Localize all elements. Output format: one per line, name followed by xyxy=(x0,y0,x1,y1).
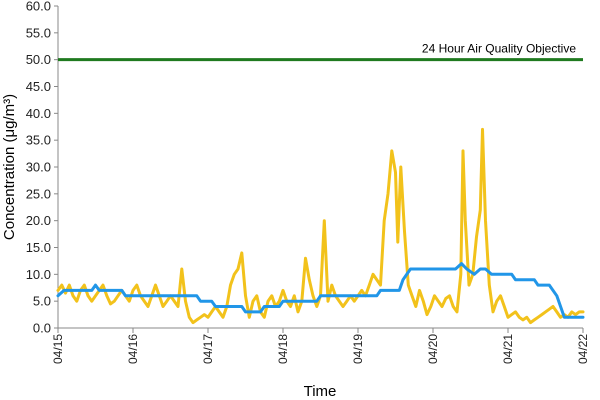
y-tick-label: 45.0 xyxy=(26,79,51,94)
series-line-1 xyxy=(56,127,585,325)
x-tick-label: 04/19 xyxy=(351,334,365,364)
reference-line-label: 24 Hour Air Quality Objective xyxy=(422,42,576,56)
x-tick-label: 04/17 xyxy=(201,334,215,364)
x-tick-label: 04/21 xyxy=(501,334,515,364)
series-line-2 xyxy=(56,262,585,319)
y-tick-label: 55.0 xyxy=(26,25,51,40)
y-tick-label: 35.0 xyxy=(26,133,51,148)
y-axis-ticks: 0.0 5.0 10.0 15.0 20.0 25.0 30.0 35.0 40.0 45.0 50… xyxy=(26,0,58,336)
reference-lines: 24 Hour Air Quality Objective xyxy=(58,42,583,62)
y-tick-label: 10.0 xyxy=(26,267,51,282)
y-tick-label: 50.0 xyxy=(26,52,51,67)
y-tick-label: 15.0 xyxy=(26,240,51,255)
y-tick-label: 20.0 xyxy=(26,213,51,228)
y-tick-label: 25.0 xyxy=(26,186,51,201)
x-axis-ticks: 04/15 04/16 04/17 04/18 04/19 04/20 04/21 04/22 xyxy=(51,328,590,364)
y-tick-label: 60.0 xyxy=(26,0,51,14)
y-tick-label: 5.0 xyxy=(33,294,51,309)
y-tick-label: 30.0 xyxy=(26,160,51,175)
series-lines xyxy=(56,127,585,325)
x-tick-label: 04/15 xyxy=(51,334,65,364)
y-tick-label: 0.0 xyxy=(33,321,51,336)
y-axis-title: Concentration (μg/m³) xyxy=(1,94,18,240)
y-tick-label: 40.0 xyxy=(26,106,51,121)
x-tick-label: 04/16 xyxy=(126,334,140,364)
x-tick-label: 04/20 xyxy=(426,334,440,364)
x-axis-title: Time xyxy=(304,383,337,400)
x-tick-label: 04/18 xyxy=(276,334,290,364)
x-tick-label: 04/22 xyxy=(576,334,590,364)
